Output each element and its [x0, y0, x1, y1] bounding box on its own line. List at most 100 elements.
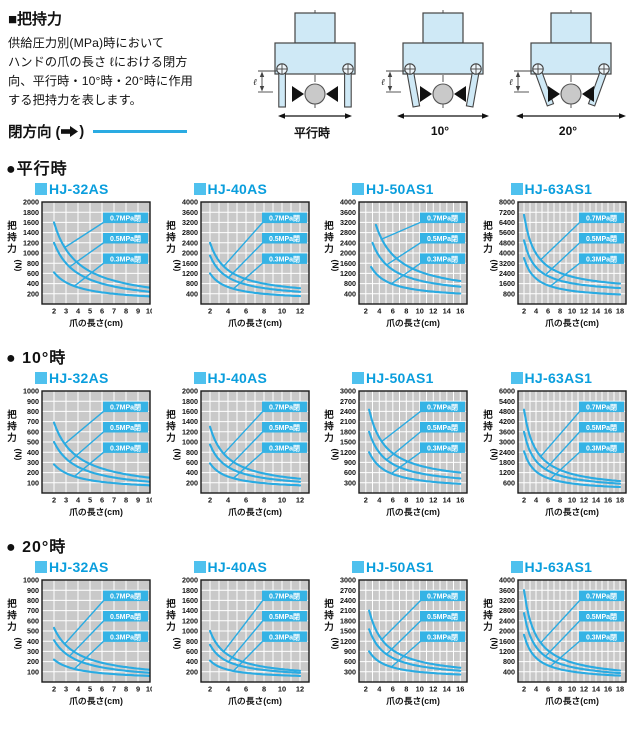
svg-text:5600: 5600: [499, 228, 515, 237]
svg-text:4: 4: [76, 496, 81, 505]
svg-text:12: 12: [429, 307, 437, 316]
svg-text:3200: 3200: [182, 218, 198, 227]
svg-text:爪の長さ(cm): 爪の長さ(cm): [386, 507, 440, 517]
svg-text:500: 500: [27, 438, 39, 447]
series-label-box: [578, 253, 624, 264]
gripper-diagrams: ℓ 平行時 ℓ 10° ℓ 20°: [234, 8, 638, 142]
svg-text:100: 100: [27, 667, 39, 676]
chart-hj-50as1-10deg: HJ-50AS1 300 600 900 1200 1500 1800 2100 2400 270…: [319, 369, 476, 524]
curve-0.7MPa閉: [208, 241, 301, 290]
series-label: 0.3MPa閉: [110, 254, 141, 263]
chart-model-name: HJ-40AS: [207, 369, 268, 386]
svg-text:600: 600: [503, 478, 515, 487]
svg-text:1200: 1200: [23, 238, 39, 247]
curve-0.3MPa閉: [522, 633, 621, 677]
chart-model-name: HJ-63AS1: [524, 369, 593, 386]
curve-0.7MPa閉: [208, 425, 301, 480]
svg-text:持: 持: [7, 232, 17, 244]
legend-label-close: ): [79, 123, 85, 140]
chart-model-name: HJ-32AS: [49, 558, 109, 575]
curve-0.3MPa閉: [522, 450, 621, 489]
svg-text:1800: 1800: [499, 458, 515, 467]
chart-row: HJ-32AS 100 200 300 400 500 600 700 800 900 1000 2 3…: [0, 369, 638, 524]
svg-text:10: 10: [146, 307, 152, 316]
svg-text:1800: 1800: [182, 586, 198, 595]
svg-text:3000: 3000: [340, 576, 356, 585]
svg-text:爪の長さ(cm): 爪の長さ(cm): [386, 318, 440, 328]
svg-text:16: 16: [603, 685, 611, 694]
svg-text:3600: 3600: [499, 427, 515, 436]
svg-text:6: 6: [545, 307, 549, 316]
svg-text:爪の長さ(cm): 爪の長さ(cm): [69, 507, 123, 517]
curve-0.7MPa閉: [522, 408, 621, 483]
series-label: 0.3MPa閉: [585, 632, 616, 641]
svg-text:爪の長さ(cm): 爪の長さ(cm): [545, 696, 599, 706]
svg-text:10: 10: [146, 496, 152, 505]
curve-0.7MPa閉: [52, 221, 150, 289]
svg-text:3200: 3200: [499, 259, 515, 268]
series-label-box: [103, 401, 148, 413]
svg-text:(N): (N): [331, 260, 341, 272]
svg-text:300: 300: [27, 458, 39, 467]
svg-text:2400: 2400: [340, 596, 356, 605]
svg-text:16: 16: [456, 496, 464, 505]
svg-text:400: 400: [503, 667, 515, 676]
svg-text:10: 10: [416, 496, 424, 505]
svg-text:600: 600: [186, 458, 198, 467]
svg-text:2400: 2400: [182, 238, 198, 247]
series-label-box: [261, 401, 307, 413]
series-label-box: [103, 253, 148, 264]
chart-title: HJ-32AS: [35, 369, 159, 386]
svg-text:2000: 2000: [23, 198, 39, 207]
svg-text:4: 4: [225, 496, 230, 505]
svg-text:(N): (N): [489, 638, 499, 650]
svg-text:18: 18: [615, 496, 623, 505]
chart-title: HJ-50AS1: [352, 180, 476, 197]
svg-text:5: 5: [88, 496, 92, 505]
svg-text:力: 力: [483, 432, 493, 444]
svg-text:12: 12: [429, 496, 437, 505]
svg-text:2100: 2100: [340, 417, 356, 426]
closing-direction-line: [93, 130, 188, 133]
series-label: 0.5MPa閉: [585, 423, 616, 432]
curve-0.3MPa閉: [52, 271, 150, 298]
svg-text:把: 把: [324, 409, 334, 421]
series-label-box: [578, 442, 624, 453]
chart-title: HJ-40AS: [193, 180, 318, 197]
section-header: ● 20°時: [6, 539, 67, 556]
diagram-caption: 10°: [430, 124, 450, 138]
section-header: ● 10°時: [6, 350, 67, 367]
svg-text:200: 200: [186, 667, 198, 676]
series-label-box: [420, 590, 465, 602]
series-label: 0.3MPa閉: [427, 443, 458, 452]
chart-hj-63as1-20deg: HJ-63AS1 400 800 1200 1600 2000 2400 2800 3200 36…: [478, 558, 635, 713]
square-bullet-icon: [352, 182, 364, 195]
svg-text:6: 6: [391, 496, 395, 505]
svg-text:2: 2: [52, 307, 56, 316]
curve-0.3MPa閉: [368, 451, 462, 485]
svg-text:6: 6: [545, 685, 549, 694]
svg-text:200: 200: [186, 478, 198, 487]
svg-text:1000: 1000: [23, 576, 39, 585]
series-label-box: [103, 422, 148, 433]
svg-text:6400: 6400: [499, 218, 515, 227]
square-bullet-icon: [193, 560, 206, 573]
svg-text:2400: 2400: [499, 616, 515, 625]
svg-text:2: 2: [52, 496, 56, 505]
svg-text:把: 把: [7, 598, 17, 610]
chart-title: HJ-50AS1: [352, 558, 476, 575]
svg-text:持: 持: [324, 232, 334, 244]
svg-text:4: 4: [225, 685, 230, 694]
svg-text:2400: 2400: [499, 448, 515, 457]
svg-text:4000: 4000: [182, 198, 198, 207]
svg-text:10: 10: [146, 685, 152, 694]
svg-text:7200: 7200: [499, 208, 515, 217]
series-label: 0.7MPa閉: [268, 214, 299, 223]
svg-text:10: 10: [416, 685, 424, 694]
svg-text:400: 400: [186, 657, 198, 666]
svg-text:8: 8: [404, 496, 408, 505]
series-label-box: [420, 212, 465, 224]
svg-text:600: 600: [27, 269, 39, 278]
curve-0.5MPa閉: [208, 254, 301, 293]
